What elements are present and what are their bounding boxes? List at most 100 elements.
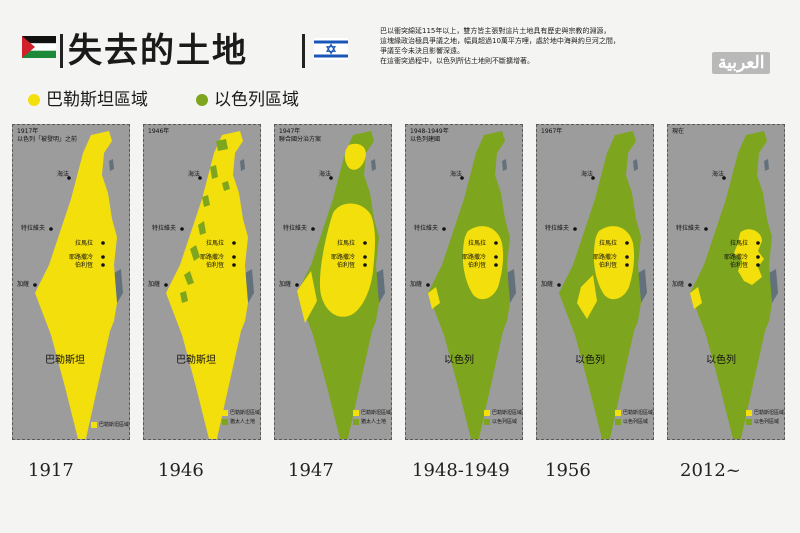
territory-patch — [216, 139, 228, 151]
title-divider — [60, 34, 63, 68]
sea-of-galilee-shape — [502, 159, 507, 171]
sea-of-galilee-shape — [764, 159, 769, 171]
city-label-gaza: 加薩 — [541, 281, 554, 288]
city-dot — [756, 263, 760, 267]
city-label-ramallah: 拉馬拉 — [75, 240, 94, 247]
city-dot — [101, 255, 105, 259]
intro-line: 爭議至今未決且影響深遠。 — [380, 47, 464, 55]
palestine-flag-icon — [22, 36, 56, 58]
land-outline — [690, 131, 772, 439]
city-label-ramallah: 拉馬拉 — [599, 240, 618, 247]
intro-line: 這塊緣政治極具爭議之地，幅員超過10萬平方哩，處於地中海與約旦河之間， — [380, 37, 620, 45]
legend-text: 巴勒斯坦區域 — [492, 410, 523, 416]
city-label-hebron: 伯利恆 — [206, 262, 225, 269]
legend-text: 巴勒斯坦區域 — [361, 410, 392, 416]
panel-heading-line: 1947年 — [279, 128, 301, 135]
alarabiya-logo: العربية — [712, 52, 771, 74]
legend-swatch — [222, 419, 228, 425]
panel-heading-line: 1917年 — [17, 128, 39, 135]
legend-swatch — [615, 410, 621, 416]
year-label: 1947 — [288, 460, 334, 481]
territory-patch — [344, 143, 366, 170]
city-label-hebron: 伯利恆 — [468, 262, 487, 269]
city-dot — [722, 176, 726, 180]
city-dot — [756, 241, 760, 245]
territory-map — [164, 131, 254, 439]
panel-heading-line: 聯合國分治方案 — [279, 136, 322, 143]
city-label-haifa: 海法 — [712, 171, 725, 178]
legend-text: 巴勒斯坦區域 — [99, 422, 130, 428]
legend-swatch — [353, 419, 359, 425]
panel-heading-line: 1946年 — [148, 128, 170, 135]
panel-heading: 1947年 聯合國分治方案 — [279, 128, 321, 144]
city-dot — [232, 263, 236, 267]
territory-map — [295, 131, 385, 439]
legend-text: 巴勒斯坦區域 — [754, 410, 785, 416]
legend-swatch — [353, 410, 359, 416]
city-label-gaza: 加薩 — [17, 281, 30, 288]
city-dot — [101, 263, 105, 267]
panel-heading-line: 1948-1949年 — [410, 128, 449, 135]
map-panel: 1946年 海法 特拉維夫 拉馬拉 耶路撒冷 伯利恆 加薩 巴勒斯坦 巴勒斯坦區域 猶太人土地 — [143, 124, 261, 440]
palestine-swatch — [28, 94, 40, 106]
city-dot — [232, 255, 236, 259]
panel-heading: 1967年 — [541, 128, 562, 136]
year-label: 1956 — [545, 460, 591, 481]
legend-swatch — [746, 410, 752, 416]
territory-patch — [222, 181, 230, 191]
legend-text: 巴勒斯坦區域 — [230, 410, 261, 416]
city-label-jerusalem: 耶路撒冷 — [462, 254, 487, 261]
city-dot — [426, 283, 430, 287]
city-label-haifa: 海法 — [450, 171, 463, 178]
map-panel: 現在 海法 特拉維夫 拉馬拉 耶路撒冷 伯利恆 加薩 以色列 巴勒斯坦區域 以色列區域 — [667, 124, 785, 440]
legend-swatch — [484, 410, 490, 416]
region-label: 以色列 — [575, 355, 605, 366]
land-outline — [35, 131, 117, 439]
year-label: 2012~ — [680, 460, 741, 481]
city-label-ramallah: 拉馬拉 — [730, 240, 749, 247]
sea-of-galilee-shape — [109, 159, 114, 171]
territory-patch — [593, 226, 635, 300]
city-label-telaviv: 特拉維夫 — [21, 225, 46, 232]
city-dot — [494, 241, 498, 245]
territory-patch — [319, 203, 375, 317]
region-label: 以色列 — [706, 355, 736, 366]
city-dot — [688, 283, 692, 287]
land-outline — [166, 131, 248, 439]
city-dot — [363, 241, 367, 245]
sea-of-galilee-shape — [633, 159, 638, 171]
city-dot — [573, 227, 577, 231]
legend-text: 以色列區域 — [754, 419, 780, 425]
city-dot — [557, 283, 561, 287]
title-divider-right — [302, 34, 305, 68]
territory-patch — [180, 291, 188, 303]
city-label-gaza: 加薩 — [672, 281, 685, 288]
city-dot — [49, 227, 53, 231]
city-dot — [460, 176, 464, 180]
city-label-telaviv: 特拉維夫 — [414, 225, 439, 232]
page-title: 失去的土地 — [68, 31, 248, 71]
territory-patch — [462, 226, 504, 300]
legend-text: 猶太人土地 — [230, 419, 256, 425]
legend-swatch — [484, 419, 490, 425]
city-label-jerusalem: 耶路撒冷 — [331, 254, 356, 261]
region-label: 以色列 — [444, 355, 474, 366]
city-label-haifa: 海法 — [581, 171, 594, 178]
city-dot — [33, 283, 37, 287]
city-dot — [363, 255, 367, 259]
city-label-telaviv: 特拉維夫 — [152, 225, 177, 232]
city-dot — [442, 227, 446, 231]
city-label-hebron: 伯利恆 — [337, 262, 356, 269]
city-label-telaviv: 特拉維夫 — [545, 225, 570, 232]
territory-patch — [202, 195, 210, 207]
header: 失去的土地 巴以衝突綿延115年以上，雙方皆主張對這片土地具有歷史與宗教的淵源，… — [0, 0, 800, 120]
city-dot — [591, 176, 595, 180]
city-dot — [704, 227, 708, 231]
territory-patch — [184, 271, 194, 285]
city-dot — [625, 241, 629, 245]
city-label-hebron: 伯利恆 — [599, 262, 618, 269]
territory-map — [557, 131, 647, 439]
legend-text: 以色列區域 — [492, 419, 518, 425]
panel-heading-line: 以色列建國 — [410, 136, 441, 143]
city-label-gaza: 加薩 — [410, 281, 423, 288]
